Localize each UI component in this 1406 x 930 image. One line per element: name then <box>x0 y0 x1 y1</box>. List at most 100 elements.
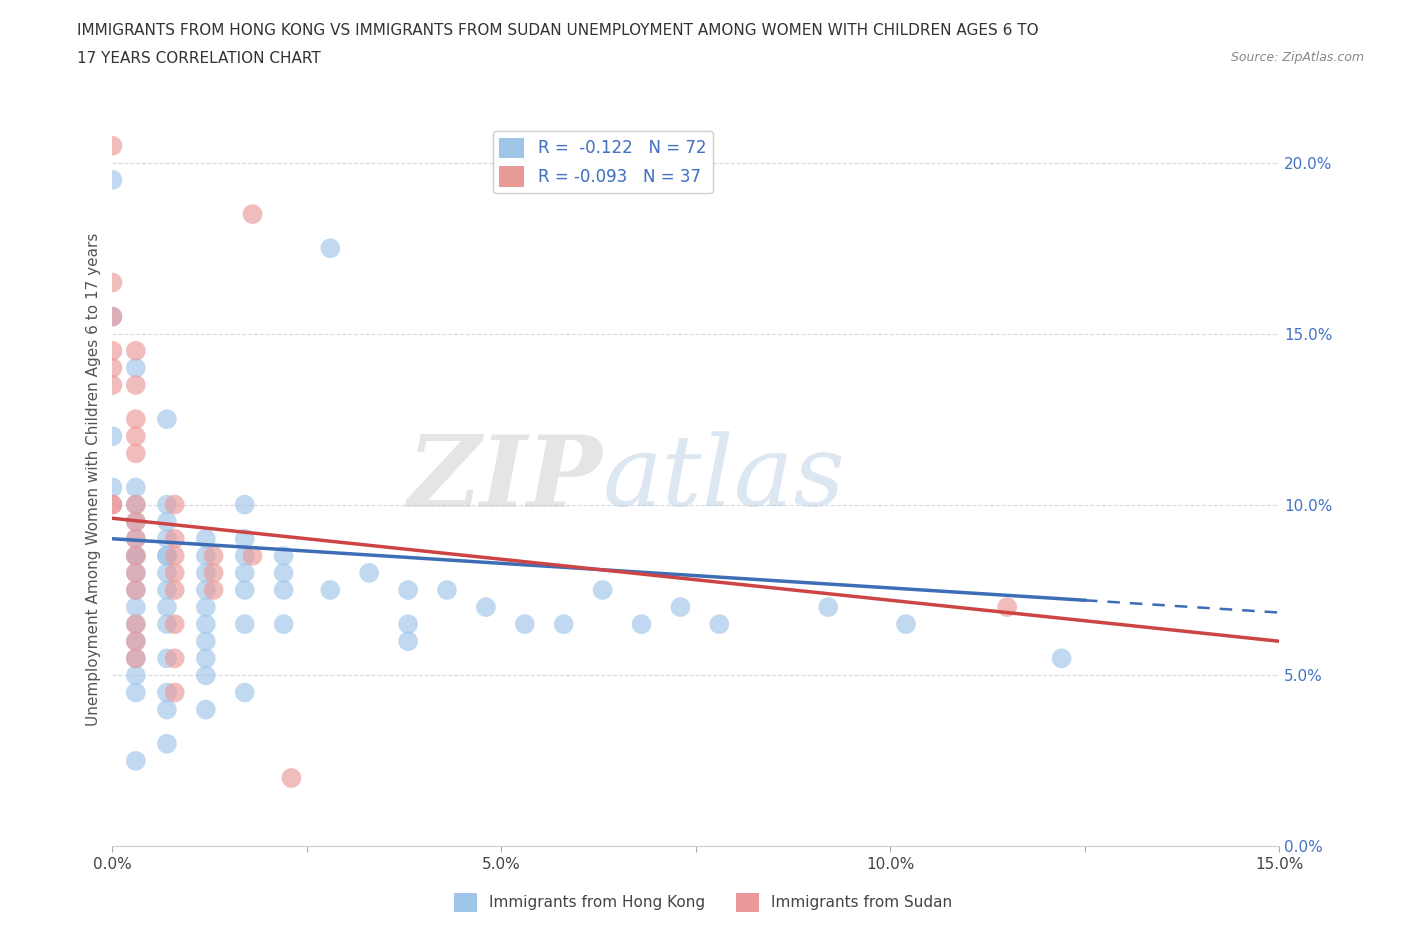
Point <box>359 565 381 580</box>
Point <box>156 737 179 751</box>
Point <box>156 617 179 631</box>
Point <box>125 531 148 546</box>
Point <box>125 378 148 392</box>
Point <box>163 531 186 546</box>
Point <box>163 582 186 597</box>
Point <box>995 600 1018 615</box>
Point <box>194 600 217 615</box>
Point <box>396 634 419 649</box>
Point <box>156 549 179 564</box>
Text: 17 YEARS CORRELATION CHART: 17 YEARS CORRELATION CHART <box>77 51 321 66</box>
Point <box>194 617 217 631</box>
Point <box>125 634 148 649</box>
Point <box>125 634 148 649</box>
Point <box>273 582 295 597</box>
Point <box>156 600 179 615</box>
Point <box>125 582 148 597</box>
Point <box>125 361 148 376</box>
Point <box>709 617 731 631</box>
Point <box>101 343 124 358</box>
Point <box>194 565 217 580</box>
Point <box>553 617 575 631</box>
Point <box>125 498 148 512</box>
Legend: Immigrants from Hong Kong, Immigrants from Sudan: Immigrants from Hong Kong, Immigrants fr… <box>449 887 957 918</box>
Point <box>125 480 148 495</box>
Point <box>319 241 342 256</box>
Text: atlas: atlas <box>603 432 845 526</box>
Point <box>273 565 295 580</box>
Text: ZIP: ZIP <box>408 431 603 527</box>
Point <box>233 549 256 564</box>
Point <box>156 565 179 580</box>
Point <box>513 617 536 631</box>
Point <box>233 531 256 546</box>
Point <box>1050 651 1073 666</box>
Point <box>163 565 186 580</box>
Point <box>319 582 342 597</box>
Point <box>125 651 148 666</box>
Point <box>156 412 179 427</box>
Point <box>125 429 148 444</box>
Point <box>101 309 124 324</box>
Point <box>592 582 614 597</box>
Point <box>202 549 225 564</box>
Point <box>125 582 148 597</box>
Point <box>194 702 217 717</box>
Point <box>156 582 179 597</box>
Point <box>194 531 217 546</box>
Point <box>194 651 217 666</box>
Point <box>156 498 179 512</box>
Point <box>156 531 179 546</box>
Point <box>163 685 186 700</box>
Point <box>894 617 917 631</box>
Point <box>156 651 179 666</box>
Point <box>125 531 148 546</box>
Point <box>242 206 264 221</box>
Point <box>101 361 124 376</box>
Point <box>125 498 148 512</box>
Point <box>194 634 217 649</box>
Point <box>396 617 419 631</box>
Point <box>669 600 692 615</box>
Point <box>156 549 179 564</box>
Point <box>273 617 295 631</box>
Point <box>202 582 225 597</box>
Point <box>125 617 148 631</box>
Point <box>101 429 124 444</box>
Point <box>817 600 839 615</box>
Point <box>101 480 124 495</box>
Point <box>436 582 458 597</box>
Point <box>233 685 256 700</box>
Text: Source: ZipAtlas.com: Source: ZipAtlas.com <box>1230 51 1364 64</box>
Text: IMMIGRANTS FROM HONG KONG VS IMMIGRANTS FROM SUDAN UNEMPLOYMENT AMONG WOMEN WITH: IMMIGRANTS FROM HONG KONG VS IMMIGRANTS … <box>77 23 1039 38</box>
Y-axis label: Unemployment Among Women with Children Ages 6 to 17 years: Unemployment Among Women with Children A… <box>86 232 101 725</box>
Point <box>233 582 256 597</box>
Point <box>233 565 256 580</box>
Point <box>202 565 225 580</box>
Point <box>163 651 186 666</box>
Point <box>125 753 148 768</box>
Point <box>156 685 179 700</box>
Point <box>163 498 186 512</box>
Point <box>273 549 295 564</box>
Point <box>194 549 217 564</box>
Point <box>156 514 179 529</box>
Legend: R =  -0.122   N = 72, R = -0.093   N = 37: R = -0.122 N = 72, R = -0.093 N = 37 <box>492 131 713 193</box>
Point <box>233 498 256 512</box>
Point <box>125 685 148 700</box>
Point <box>194 668 217 683</box>
Point <box>125 549 148 564</box>
Point <box>125 514 148 529</box>
Point <box>125 668 148 683</box>
Point <box>101 498 124 512</box>
Point <box>101 309 124 324</box>
Point <box>156 702 179 717</box>
Point <box>125 651 148 666</box>
Point <box>242 549 264 564</box>
Point <box>101 275 124 290</box>
Point <box>125 412 148 427</box>
Point <box>125 565 148 580</box>
Point <box>630 617 652 631</box>
Point <box>194 582 217 597</box>
Point <box>125 617 148 631</box>
